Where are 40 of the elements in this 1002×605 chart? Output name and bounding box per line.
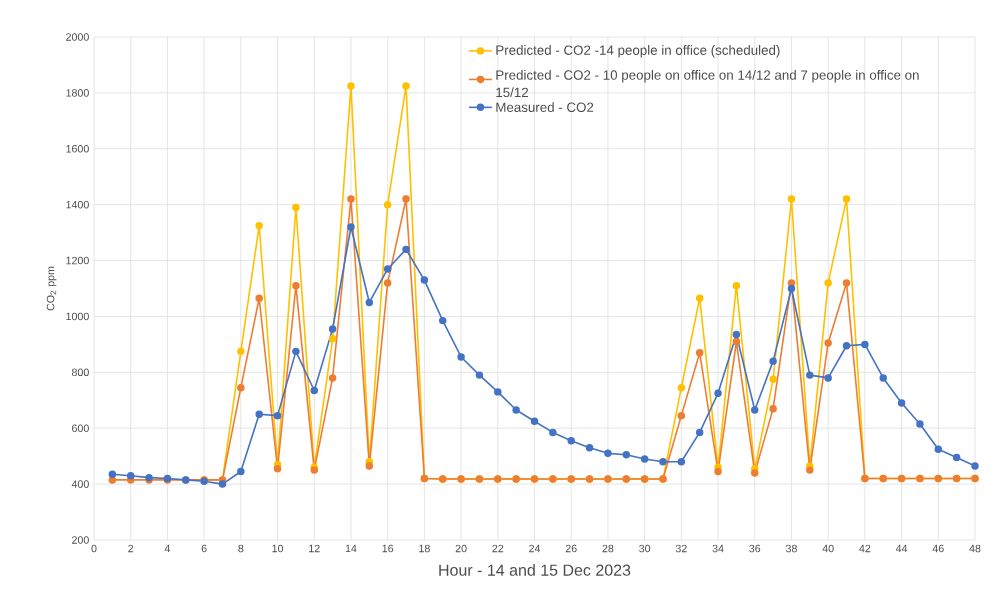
x-tick-label: 34 <box>712 544 724 553</box>
x-tick-label: 12 <box>309 544 320 553</box>
y-tick-label: 1400 <box>66 200 89 209</box>
x-tick-label: 48 <box>969 544 981 553</box>
x-tick-label: 26 <box>565 544 577 553</box>
x-tick-label: 32 <box>675 544 687 553</box>
y-tick-label: 1600 <box>66 144 89 153</box>
x-tick-label: 40 <box>822 544 834 553</box>
x-tick-label: 4 <box>164 544 171 553</box>
x-tick-label: 42 <box>859 544 871 553</box>
x-tick-label: 30 <box>639 544 651 553</box>
y-tick-label: 200 <box>72 536 89 544</box>
legend-label: Predicted - CO2 - 10 people on office on 14/12 and 7 people in office on 15/12 <box>496 69 919 98</box>
x-tick-label: 0 <box>91 544 97 553</box>
y-tick-label: 1800 <box>66 89 89 97</box>
x-tick-label: 24 <box>529 544 541 553</box>
y-tick-label: 400 <box>71 480 89 488</box>
x-tick-label: 16 <box>382 544 394 553</box>
y-tick-label: 800 <box>71 368 89 377</box>
y-axis-title: CO$_{2}$ ppm <box>46 266 57 311</box>
y-tick-label: 1200 <box>66 256 89 265</box>
y-tick-label: 600 <box>72 424 89 432</box>
x-axis-title: Hour - 14 and 15 Dec 2023 <box>439 564 631 576</box>
y-tick-label: 1000 <box>66 312 89 321</box>
x-tick-label: 36 <box>749 544 761 553</box>
x-tick-label: 46 <box>932 544 944 553</box>
x-tick-label: 8 <box>238 544 244 553</box>
x-tick-label: 2 <box>128 544 134 553</box>
x-tick-label: 38 <box>785 544 797 553</box>
x-tick-label: 10 <box>272 544 284 553</box>
legend-label: Predicted - CO2 -14 people in office (scheduled) <box>496 45 780 58</box>
x-tick-label: 20 <box>455 544 467 553</box>
x-tick-label: 18 <box>419 544 430 553</box>
x-tick-label: 22 <box>492 544 504 553</box>
legend-label: Measured - CO2 <box>496 102 594 112</box>
y-tick-label: 2000 <box>66 33 89 41</box>
x-tick-label: 14 <box>345 544 357 553</box>
x-tick-label: 44 <box>895 544 908 553</box>
x-tick-label: 28 <box>602 544 614 553</box>
x-tick-label: 6 <box>201 544 207 553</box>
